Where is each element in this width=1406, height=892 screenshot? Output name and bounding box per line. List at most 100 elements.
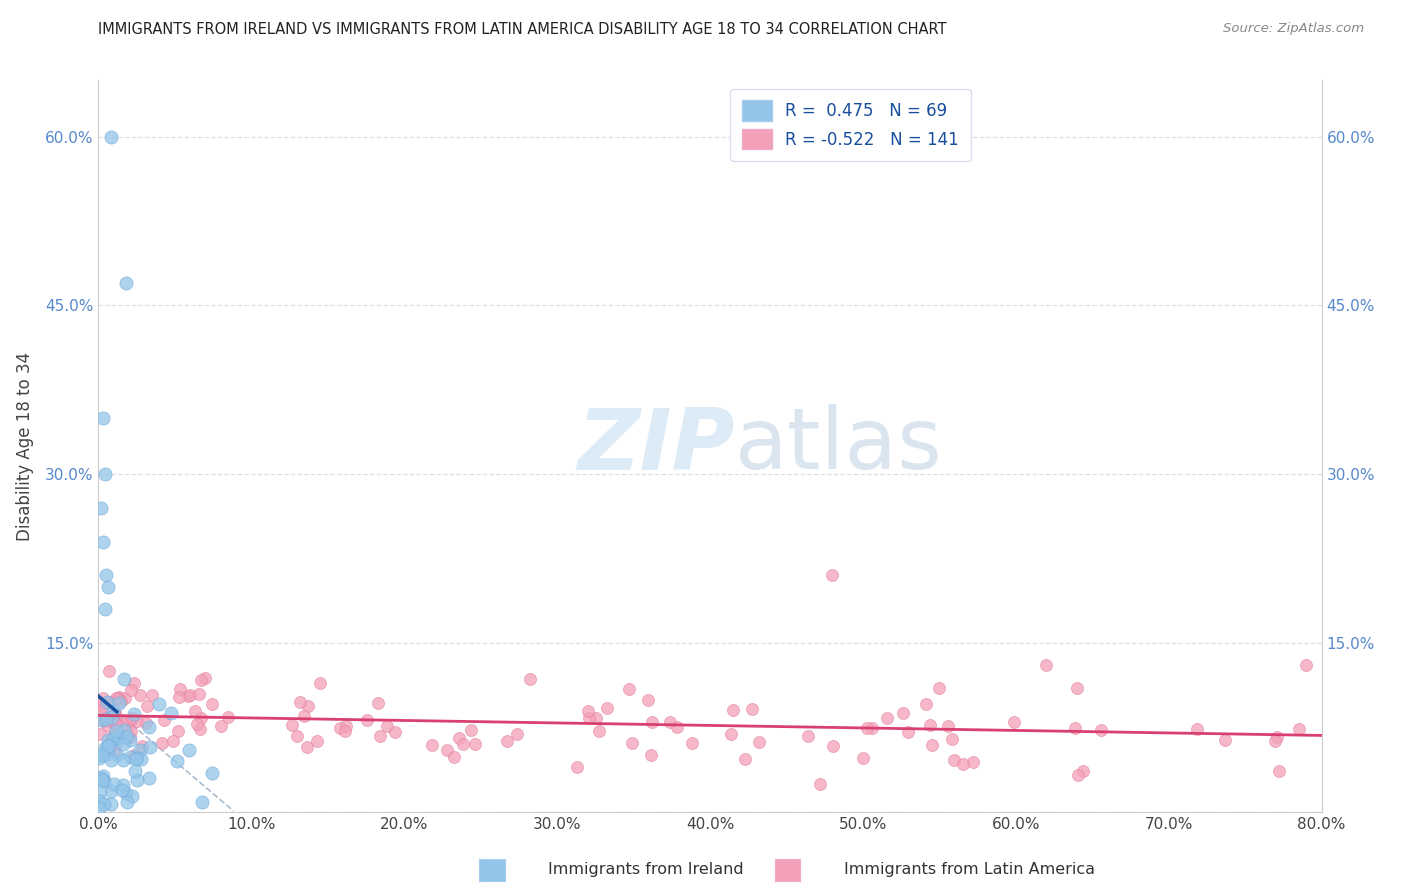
Point: [860, 722, 883, 736]
Point: [1090, 723, 1112, 737]
Point: [127, 773, 149, 788]
Point: [309, 676, 332, 690]
Point: [288, 695, 311, 709]
Point: [110, 694, 132, 708]
Point: [124, 764, 146, 778]
Point: [588, 723, 610, 738]
Point: [941, 731, 963, 746]
Point: [93, 467, 115, 482]
Point: [131, 739, 153, 754]
Point: [209, 719, 232, 733]
Point: [169, 682, 191, 697]
Point: [96, 740, 118, 755]
Point: [108, 696, 131, 710]
Point: [93, 773, 115, 788]
Point: [578, 711, 600, 725]
Point: [103, 706, 125, 721]
Point: [891, 706, 914, 720]
Text: Immigrants from Ireland: Immigrants from Ireland: [548, 863, 744, 877]
Point: [120, 730, 142, 744]
Point: [105, 716, 128, 731]
Point: [138, 720, 160, 734]
Point: [367, 696, 389, 710]
Point: [962, 756, 984, 770]
Point: [87, 751, 110, 765]
Point: [139, 739, 162, 754]
Point: [356, 713, 378, 727]
Point: [96, 695, 118, 709]
Text: Immigrants from Latin America: Immigrants from Latin America: [844, 863, 1095, 877]
Point: [640, 748, 662, 763]
Point: [1064, 721, 1087, 735]
Point: [91, 773, 114, 788]
Point: [97, 719, 120, 733]
Point: [191, 795, 214, 809]
Point: [1213, 733, 1236, 747]
Point: [167, 690, 190, 705]
Point: [122, 748, 145, 763]
Point: [287, 729, 309, 743]
Point: [942, 753, 965, 767]
Point: [118, 733, 141, 747]
Point: [1295, 658, 1317, 673]
Point: [496, 734, 519, 748]
Point: [114, 691, 136, 706]
Point: [89, 697, 111, 711]
Point: [98, 738, 121, 752]
Point: [118, 714, 141, 728]
Point: [115, 730, 138, 744]
Point: [153, 713, 176, 727]
Point: [188, 723, 211, 737]
Point: [87, 801, 110, 815]
Point: [797, 729, 820, 743]
Point: [190, 711, 212, 725]
Point: [91, 410, 114, 425]
Point: [384, 725, 406, 739]
Point: [103, 777, 125, 791]
Point: [148, 698, 170, 712]
Point: [112, 713, 135, 727]
Point: [160, 706, 183, 720]
Point: [375, 719, 398, 733]
Point: [125, 714, 148, 728]
Point: [897, 724, 920, 739]
Point: [111, 737, 134, 751]
Point: [460, 723, 482, 737]
Point: [1066, 681, 1088, 695]
Point: [443, 749, 465, 764]
Point: [98, 695, 121, 709]
Point: [166, 754, 188, 768]
Point: [107, 730, 129, 744]
Text: IMMIGRANTS FROM IRELAND VS IMMIGRANTS FROM LATIN AMERICA DISABILITY AGE 18 TO 34: IMMIGRANTS FROM IRELAND VS IMMIGRANTS FR…: [98, 22, 946, 37]
Point: [217, 710, 239, 724]
Point: [928, 681, 950, 695]
Point: [100, 783, 122, 797]
Point: [914, 698, 936, 712]
Point: [96, 747, 118, 761]
Point: [451, 738, 474, 752]
Point: [506, 727, 529, 741]
Point: [281, 718, 304, 732]
Point: [876, 711, 898, 725]
Point: [1264, 734, 1286, 748]
Point: [184, 705, 207, 719]
Point: [110, 783, 132, 797]
Point: [596, 701, 619, 715]
Point: [105, 723, 128, 738]
Point: [100, 753, 122, 767]
Point: [90, 713, 112, 727]
Point: [117, 795, 139, 809]
Point: [734, 752, 756, 766]
Point: [112, 723, 135, 737]
Point: [201, 765, 224, 780]
Point: [141, 689, 163, 703]
Point: [120, 750, 142, 764]
Point: [104, 705, 127, 719]
Point: [89, 697, 111, 711]
Point: [107, 730, 129, 744]
Point: [91, 702, 114, 716]
Point: [720, 727, 742, 741]
Point: [138, 772, 160, 786]
Point: [748, 735, 770, 749]
Point: [1265, 730, 1288, 744]
